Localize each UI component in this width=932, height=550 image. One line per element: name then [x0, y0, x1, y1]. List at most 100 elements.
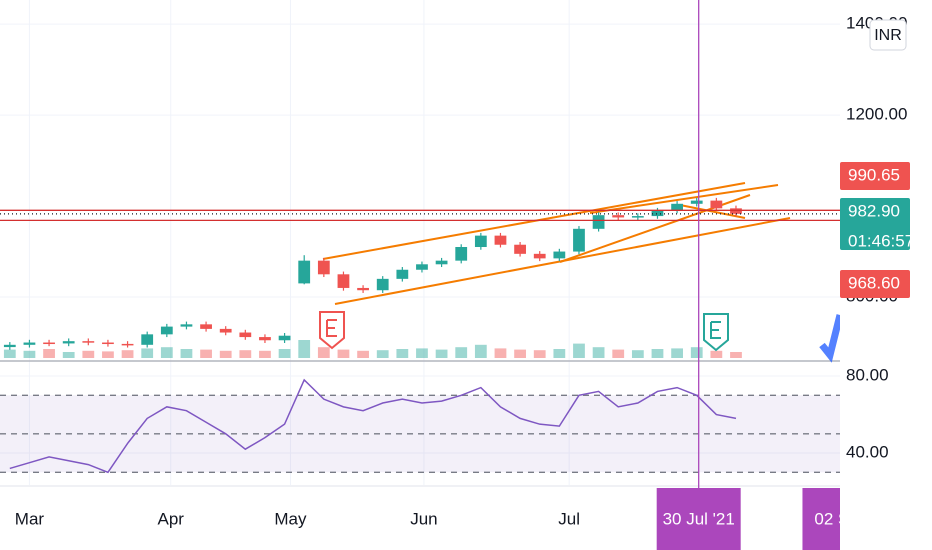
candle-body: [23, 342, 36, 345]
candle-body: [494, 235, 507, 245]
price-label: 982.90: [848, 201, 900, 220]
price-label: 990.65: [848, 165, 900, 184]
candle-body: [416, 264, 428, 270]
candle-body: [631, 216, 644, 218]
candle-body: [62, 341, 75, 344]
candle-body: [337, 274, 350, 288]
volume-bar: [416, 348, 428, 358]
candle-body: [82, 341, 95, 343]
earnings-icon: [326, 319, 337, 337]
rsi-tick-label: 40.00: [846, 443, 889, 462]
crosshair-label: 30 Jul '21: [663, 509, 735, 528]
volume-bar: [612, 349, 625, 358]
candle-body: [141, 334, 154, 345]
currency-box[interactable]: [869, 19, 907, 51]
candle-body: [474, 235, 487, 248]
volume-bar: [62, 352, 75, 358]
candle-body: [357, 287, 369, 291]
volume-bar: [298, 340, 311, 358]
candle-body: [435, 260, 448, 265]
volume-bar: [651, 349, 664, 358]
candle-body: [180, 324, 193, 327]
candle-body: [690, 200, 703, 204]
candle-body: [573, 228, 585, 252]
volume-bar: [82, 350, 95, 358]
volume-bar: [474, 344, 487, 358]
candle-body: [219, 328, 232, 333]
crosshair-label-box: [656, 488, 741, 550]
volume-bar: [573, 343, 585, 358]
y-tick-label: 1200.00: [846, 105, 907, 124]
next-date-box: [802, 488, 841, 550]
candle-body: [396, 269, 409, 279]
volume-bar: [141, 348, 154, 358]
x-tick-label: May: [274, 509, 307, 528]
x-tick-label: Jun: [410, 509, 437, 528]
rsi-tick-label: 80.00: [846, 366, 889, 385]
candle-body: [455, 247, 468, 261]
candle-body: [102, 342, 114, 345]
x-tick-label: Apr: [158, 509, 185, 528]
volume-bar: [690, 347, 703, 358]
x-tick-label: Jul: [558, 509, 580, 528]
volume-bar: [43, 349, 55, 358]
candle-body: [592, 215, 605, 229]
candle-body: [553, 251, 566, 259]
trendline: [322, 182, 746, 260]
volume-bar: [317, 347, 330, 358]
countdown: 01:46:57: [848, 231, 914, 250]
volume-bar: [337, 349, 350, 358]
price-label-box: [840, 198, 910, 250]
candle-body: [317, 260, 330, 275]
volume-bar: [631, 350, 644, 358]
price-label-box: [840, 162, 910, 190]
volume-bar: [200, 349, 212, 358]
candle-body: [651, 210, 664, 217]
volume-bar: [514, 349, 526, 358]
earnings-icon: [710, 321, 721, 339]
dividend-marker[interactable]: [819, 314, 844, 363]
price-label-box: [840, 270, 910, 298]
volume-bar: [3, 349, 16, 358]
volume-bar: [435, 349, 448, 358]
volume-bar: [23, 350, 36, 358]
volume-bar: [553, 349, 566, 358]
currency[interactable]: INR: [874, 27, 902, 44]
volume-bar: [710, 350, 723, 358]
trendline: [589, 184, 779, 214]
volume-bar: [160, 347, 173, 358]
candle-body: [671, 203, 683, 211]
volume-bar: [396, 349, 409, 358]
volume-bar: [592, 347, 605, 358]
candle-body: [730, 208, 742, 214]
x-tick-label: Mar: [15, 509, 45, 528]
volume-bar: [239, 350, 252, 358]
price-label: 968.60: [848, 273, 900, 292]
volume-bar: [376, 350, 389, 358]
candle-body: [239, 332, 252, 338]
volume-bar: [278, 349, 291, 358]
candle-body: [612, 215, 625, 218]
volume-bar: [259, 350, 271, 358]
marks: [0, 0, 840, 490]
candle-body: [376, 278, 389, 291]
volume-bar: [533, 350, 546, 358]
grid: [0, 0, 840, 485]
candle-body: [298, 260, 311, 284]
volume-bar: [219, 350, 232, 358]
candle-body: [160, 326, 173, 335]
candle-body: [710, 200, 723, 209]
volume-bar: [102, 351, 114, 358]
earnings-marker[interactable]: [319, 311, 729, 352]
volume-bar: [357, 350, 369, 358]
candle-body: [259, 337, 271, 341]
volume-bar: [730, 352, 742, 358]
volume-bar: [121, 350, 134, 358]
candle-body: [3, 344, 16, 348]
candle-body: [121, 343, 134, 346]
rsi-line: [9, 378, 737, 474]
volume-bar: [494, 348, 507, 358]
volume-bar: [455, 347, 468, 358]
